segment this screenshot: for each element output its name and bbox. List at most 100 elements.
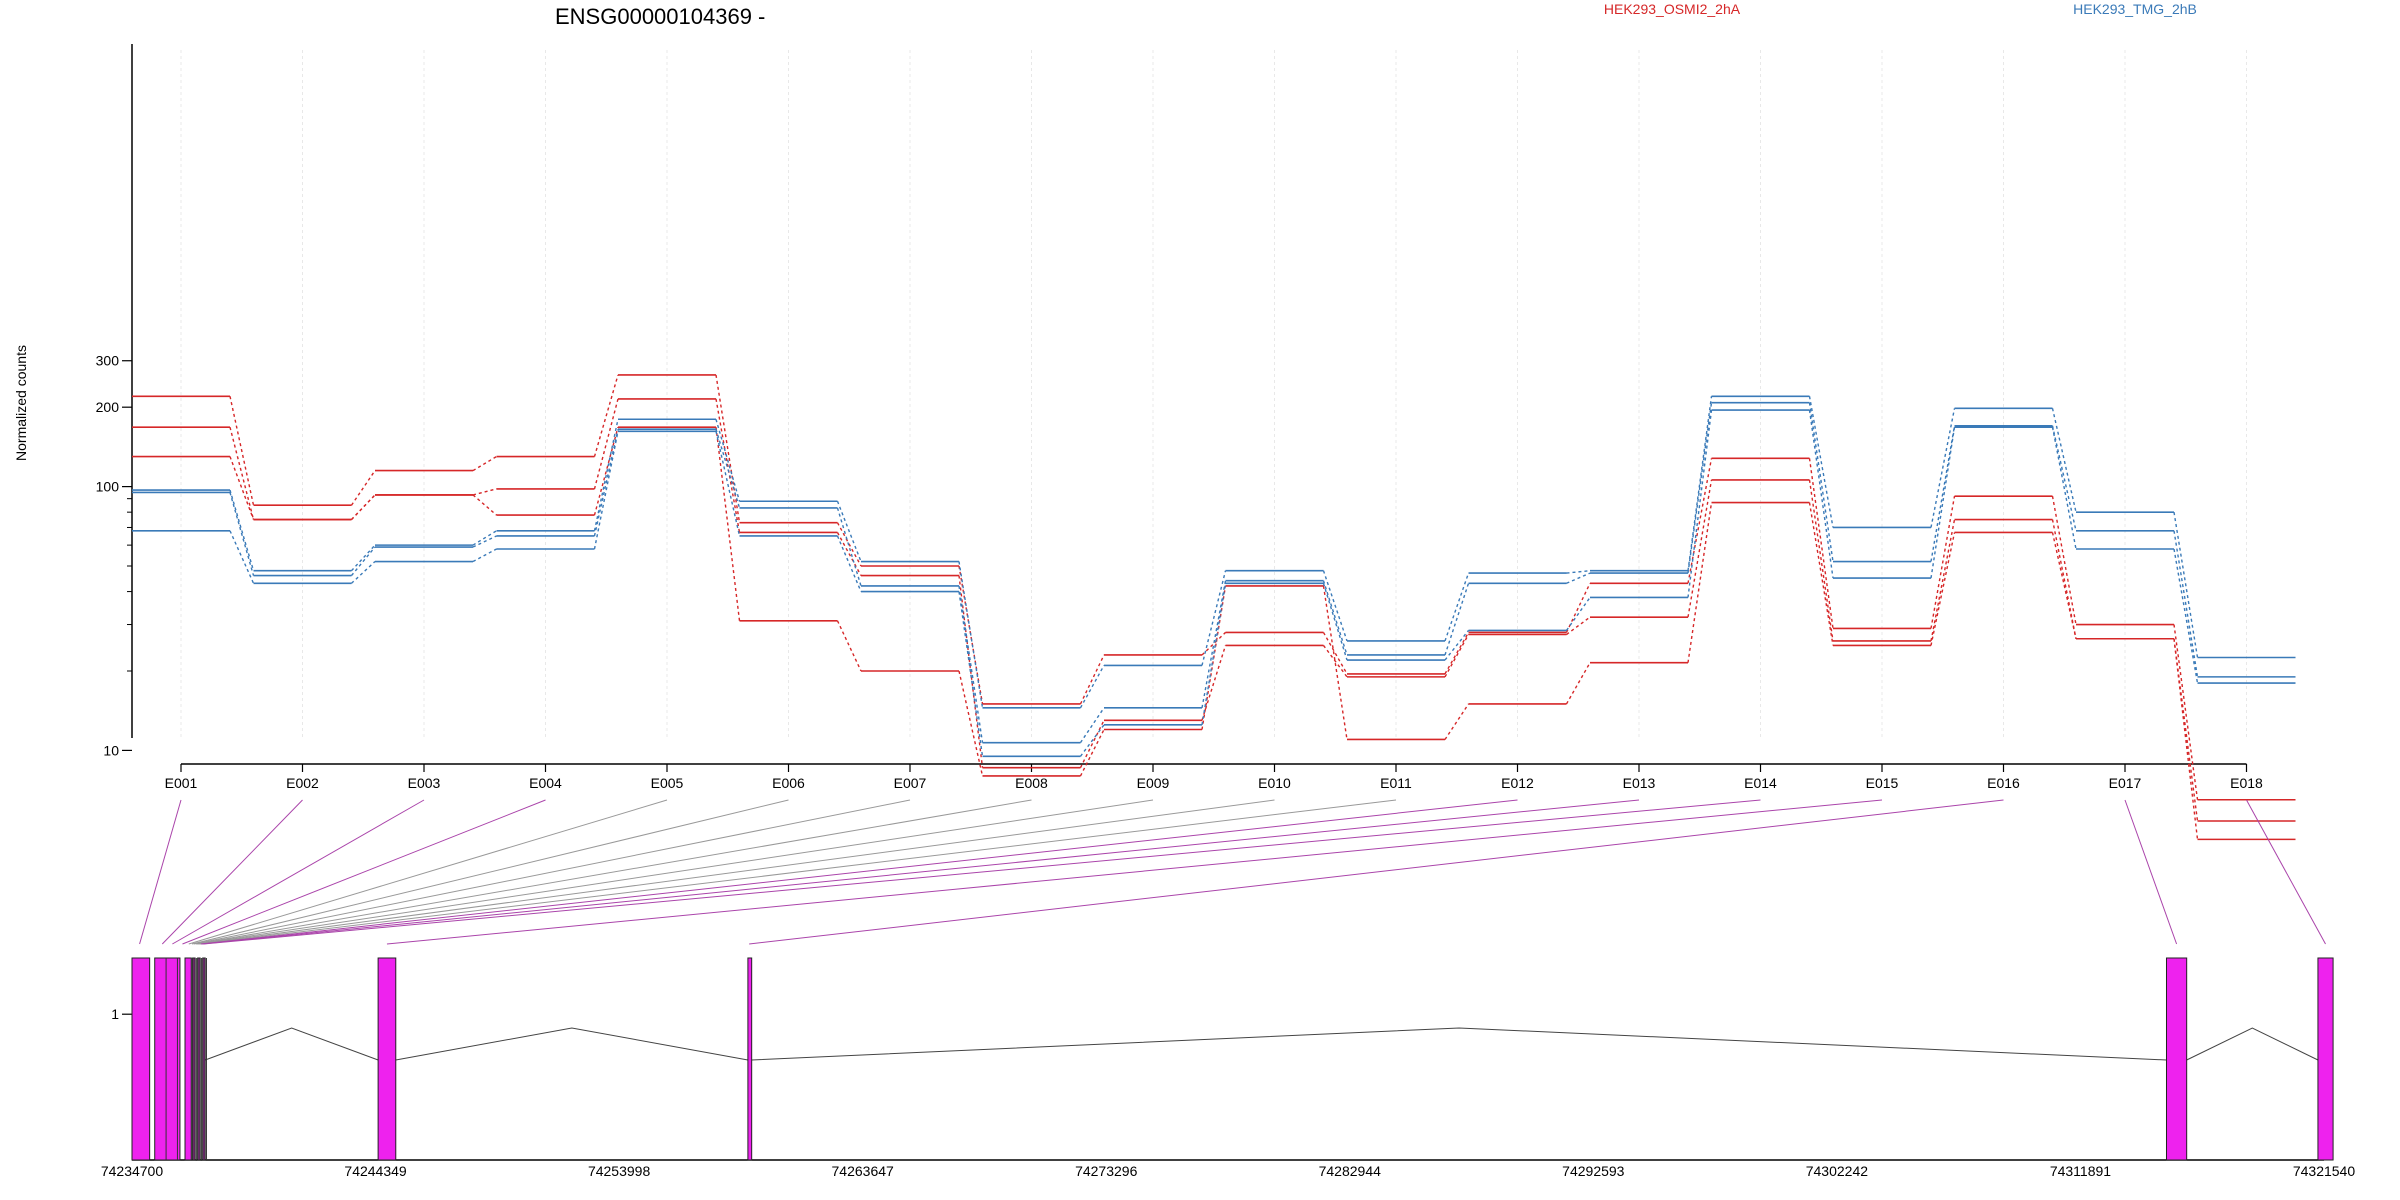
series-step bbox=[1808, 396, 1834, 528]
legend-entry-osmi2: HEK293_OSMI2_2hA bbox=[1604, 1, 1741, 17]
series-step bbox=[1322, 583, 1348, 661]
y-tick-label: 100 bbox=[96, 479, 120, 495]
series-step bbox=[958, 591, 984, 757]
exon-box bbox=[2165, 957, 2188, 1161]
x-tick-label-e017: E017 bbox=[2109, 775, 2142, 791]
series-step bbox=[1930, 425, 1956, 562]
exon-connector bbox=[195, 799, 1032, 945]
series-step bbox=[472, 535, 497, 548]
series-1 bbox=[132, 374, 2296, 801]
exon-connector bbox=[172, 799, 425, 945]
series-step bbox=[1322, 585, 1348, 740]
series-step bbox=[1079, 707, 1105, 744]
series-step bbox=[350, 470, 376, 506]
series-step bbox=[1444, 632, 1470, 675]
exon-connector bbox=[182, 799, 546, 945]
series-3 bbox=[132, 426, 2296, 841]
series-step bbox=[1079, 654, 1105, 705]
series-step bbox=[1808, 409, 1834, 579]
x-tick-label-e004: E004 bbox=[529, 775, 562, 791]
series-step bbox=[1687, 479, 1713, 618]
series-step bbox=[836, 532, 862, 576]
series-step bbox=[229, 426, 255, 520]
series-step bbox=[229, 530, 255, 584]
series-step bbox=[1322, 645, 1348, 678]
series-step bbox=[836, 522, 862, 567]
x-tick-label-e001: E001 bbox=[165, 775, 198, 791]
exon-box bbox=[747, 957, 753, 1161]
y-tick-label: 1 bbox=[111, 1006, 119, 1022]
x-tick-label-e003: E003 bbox=[408, 775, 441, 791]
series-step bbox=[1444, 634, 1470, 678]
series-step bbox=[350, 494, 376, 521]
series-step bbox=[2051, 496, 2077, 625]
series-5 bbox=[132, 401, 2296, 744]
series-step bbox=[1079, 720, 1105, 768]
y-tick-label: 300 bbox=[96, 353, 120, 369]
coordinate-tick-label: 74292593 bbox=[1562, 1163, 1625, 1179]
chart-title: ENSG00000104369 - bbox=[555, 4, 765, 29]
y-tick-label: 200 bbox=[96, 399, 120, 415]
series-step bbox=[593, 419, 619, 531]
series-step bbox=[1079, 665, 1105, 709]
x-tick-label-e006: E006 bbox=[772, 775, 805, 791]
x-tick-label-e015: E015 bbox=[1866, 775, 1899, 791]
series-step bbox=[715, 374, 741, 523]
coordinate-tick-label: 74321540 bbox=[2293, 1163, 2356, 1179]
exon-box bbox=[154, 957, 181, 1161]
series-step bbox=[958, 585, 984, 743]
series-step bbox=[229, 396, 255, 506]
series-step bbox=[836, 535, 862, 592]
x-tick-label-e018: E018 bbox=[2230, 775, 2263, 791]
series-step bbox=[593, 431, 619, 550]
x-tick-label-e014: E014 bbox=[1744, 775, 1777, 791]
series-step bbox=[229, 456, 255, 520]
series-step bbox=[593, 374, 619, 457]
series-step bbox=[836, 500, 862, 562]
series-layer bbox=[132, 374, 2296, 841]
series-step bbox=[836, 507, 862, 587]
series-step bbox=[1444, 583, 1470, 656]
exon-connector bbox=[200, 799, 1518, 945]
series-step bbox=[2173, 512, 2199, 658]
series-step bbox=[836, 620, 862, 672]
x-tick-label-e007: E007 bbox=[894, 775, 927, 791]
series-step bbox=[472, 548, 497, 563]
connector-layer bbox=[139, 799, 2326, 945]
series-step bbox=[1687, 410, 1713, 598]
exon-connector bbox=[386, 799, 1883, 945]
legend-entry-tmg: HEK293_TMG_2hB bbox=[2073, 1, 2197, 17]
exon-connector bbox=[749, 799, 2004, 945]
series-step bbox=[715, 398, 741, 533]
exon-connector bbox=[161, 799, 303, 945]
series-step bbox=[472, 455, 497, 472]
exon-connector bbox=[139, 799, 182, 945]
exon-box bbox=[184, 957, 192, 1161]
series-step bbox=[1930, 532, 1956, 646]
coordinate-tick-label: 74244349 bbox=[344, 1163, 407, 1179]
series-2 bbox=[132, 398, 2296, 822]
series-step bbox=[1201, 580, 1227, 708]
x-tick-label-e016: E016 bbox=[1987, 775, 2020, 791]
exon-connector bbox=[202, 799, 1640, 945]
series-step bbox=[593, 429, 619, 537]
series-step bbox=[1930, 519, 1956, 642]
grid-layer bbox=[180, 50, 2247, 738]
series-step bbox=[1687, 396, 1713, 571]
series-step bbox=[2173, 638, 2199, 840]
series-step bbox=[1079, 729, 1105, 777]
x-tick-label-e002: E002 bbox=[286, 775, 319, 791]
x-tick-label-e011: E011 bbox=[1380, 775, 1412, 791]
x-tick-label-e009: E009 bbox=[1137, 775, 1170, 791]
exon-connector bbox=[2246, 799, 2326, 945]
series-step bbox=[1930, 496, 1956, 629]
series-step bbox=[1201, 570, 1227, 666]
series-step bbox=[1444, 703, 1470, 740]
series-step bbox=[1322, 632, 1348, 675]
axes-layer: 1 10 100 200 300 E001 E002 E003 E004 E005 E006 E007… bbox=[96, 44, 2263, 1022]
series-step bbox=[1322, 570, 1348, 642]
coordinate-tick-label: 74302242 bbox=[1806, 1163, 1869, 1179]
x-tick-label-e008: E008 bbox=[1015, 775, 1048, 791]
series-step bbox=[1201, 583, 1227, 725]
